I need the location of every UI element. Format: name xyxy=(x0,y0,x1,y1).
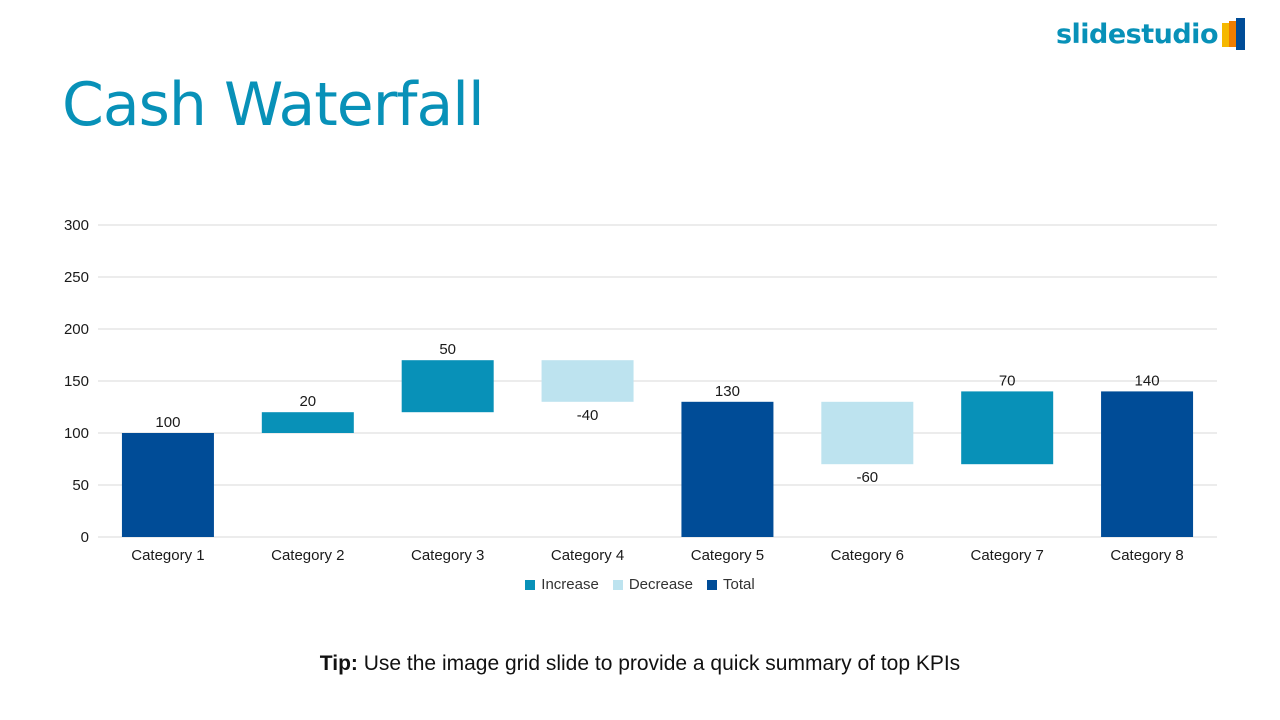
legend-item-decrease: Decrease xyxy=(612,576,694,593)
tip-text: Tip: Use the image grid slide to provide… xyxy=(0,652,1280,676)
x-tick-label: Category 8 xyxy=(1110,547,1183,564)
data-label: 130 xyxy=(715,383,740,400)
bar-total xyxy=(1101,391,1194,537)
data-label: 50 xyxy=(439,341,456,358)
bar-total xyxy=(681,401,774,537)
legend-label: Total xyxy=(723,576,755,593)
y-tick-label: 300 xyxy=(64,217,89,234)
legend-item-increase: Increase xyxy=(525,576,599,593)
legend-swatch xyxy=(612,579,623,590)
y-tick-label: 0 xyxy=(81,529,89,546)
x-tick-label: Category 1 xyxy=(131,547,204,564)
tip-body: Use the image grid slide to provide a qu… xyxy=(357,652,961,675)
tip-label: Tip: xyxy=(319,652,358,675)
x-tick-label: Category 7 xyxy=(971,547,1044,564)
chart-legend: Increase Decrease Total xyxy=(0,576,1280,593)
data-label: 20 xyxy=(299,393,316,410)
bar-increase xyxy=(261,412,354,433)
legend-item-total: Total xyxy=(707,576,755,593)
bar-increase xyxy=(401,360,494,413)
y-tick-label: 150 xyxy=(64,373,89,390)
bars xyxy=(121,360,1194,537)
x-axis-ticks: Category 1 Category 2 Category 3 Category 4… xyxy=(131,547,1184,564)
legend-swatch xyxy=(525,579,536,590)
y-axis-ticks: 0 50 100 150 200 250 300 xyxy=(64,217,89,546)
data-labels: 100 20 50 -40 130 -60 70 140 xyxy=(155,341,1159,486)
x-tick-label: Category 2 xyxy=(271,547,344,564)
waterfall-chart: 0 50 100 150 200 250 300 100 20 50 -40 130 -60 70 140… xyxy=(64,217,1217,564)
brand-logo: slidestudio xyxy=(1056,18,1248,50)
x-tick-label: Category 6 xyxy=(831,547,904,564)
data-label: -60 xyxy=(856,469,878,486)
y-tick-label: 100 xyxy=(64,425,89,442)
legend-swatch xyxy=(707,579,718,590)
data-label: 70 xyxy=(999,372,1016,389)
logo-mark-icon xyxy=(1222,18,1245,50)
x-tick-label: Category 3 xyxy=(411,547,484,564)
logo-text: slidestudio xyxy=(1055,18,1219,50)
bar-decrease xyxy=(541,360,634,402)
data-label: 140 xyxy=(1135,372,1160,389)
data-label: -40 xyxy=(577,407,599,424)
y-tick-label: 250 xyxy=(64,269,89,286)
y-tick-label: 50 xyxy=(72,477,89,494)
x-tick-label: Category 5 xyxy=(691,547,764,564)
data-label: 100 xyxy=(155,414,180,431)
bar-increase xyxy=(961,391,1054,465)
slide-title: Cash Waterfall xyxy=(62,70,485,140)
legend-label: Decrease xyxy=(628,576,694,593)
y-tick-label: 200 xyxy=(64,321,89,338)
x-tick-label: Category 4 xyxy=(551,547,624,564)
legend-label: Increase xyxy=(541,576,599,593)
gridlines xyxy=(98,224,1217,538)
bar-total xyxy=(121,433,214,537)
bar-decrease xyxy=(821,401,914,465)
